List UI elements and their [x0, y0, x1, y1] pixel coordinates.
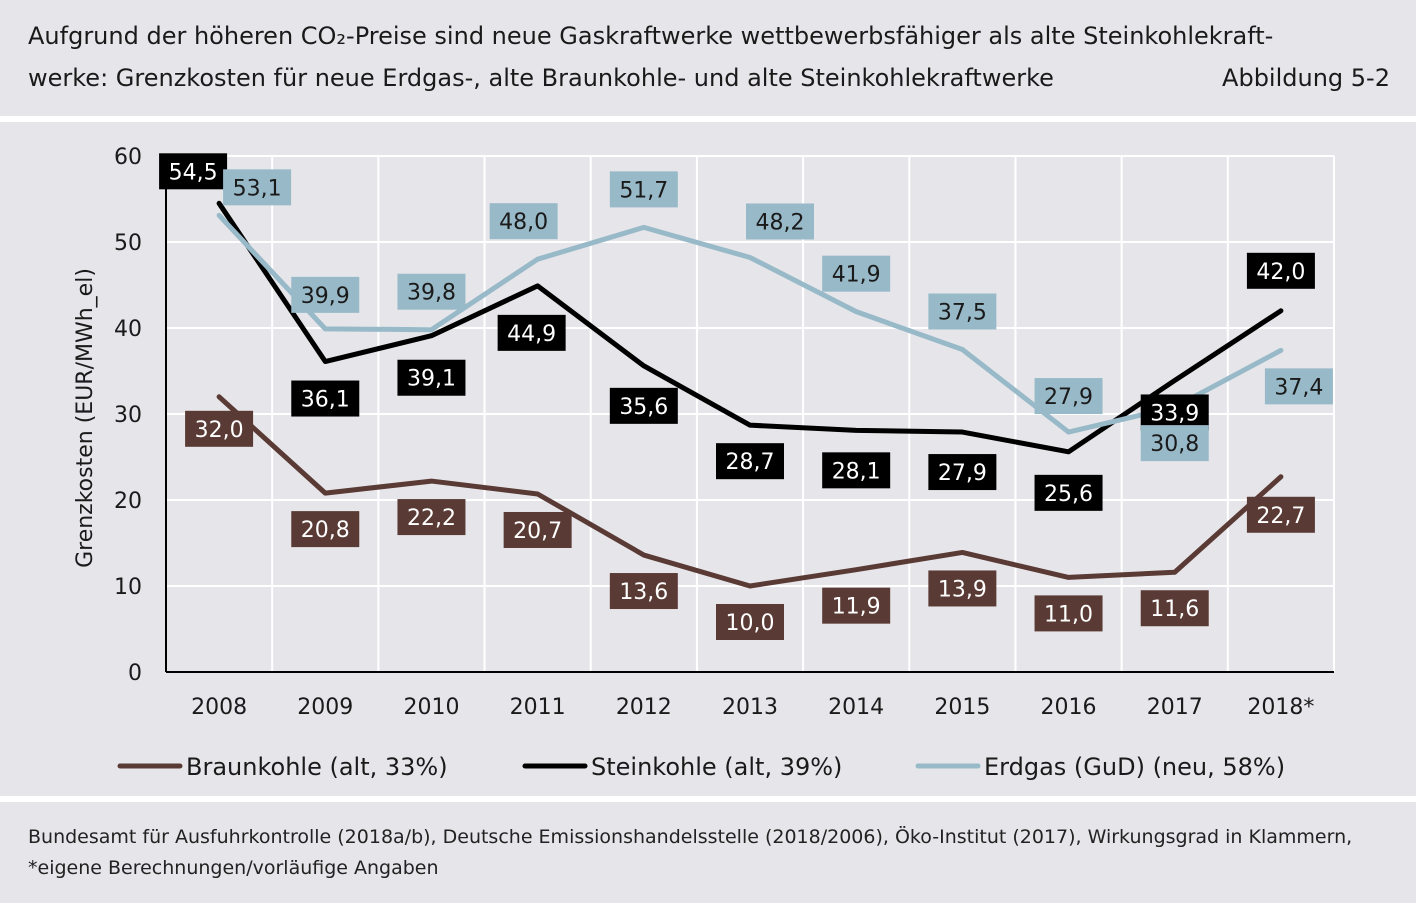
data-label-box: [291, 511, 360, 548]
data-label-box: [609, 387, 678, 424]
data-label: 11,0: [1044, 602, 1093, 627]
data-label-box: [822, 587, 891, 624]
legend-label: Steinkohle (alt, 39%): [591, 753, 842, 781]
data-label: 51,7: [619, 178, 668, 203]
data-label-box: [716, 443, 784, 480]
data-label: 39,9: [301, 284, 350, 309]
data-label-box: [291, 276, 360, 313]
y-tick-label: 10: [114, 575, 142, 600]
data-label-box: [503, 511, 572, 548]
data-label: 48,0: [499, 210, 548, 235]
data-label: 48,2: [756, 210, 805, 235]
data-label: 36,1: [301, 388, 350, 413]
data-label: 37,5: [938, 301, 987, 326]
y-tick-label: 60: [114, 145, 142, 170]
data-label-box: [1246, 252, 1315, 289]
data-label: 27,9: [1044, 385, 1093, 410]
x-tick-label: 2011: [510, 695, 566, 720]
data-label: 11,6: [1150, 597, 1199, 622]
data-label-box: [497, 314, 566, 351]
title-line-2: werke: Grenzkosten für neue Erdgas-, alt…: [28, 64, 1054, 92]
x-tick-label: 2016: [1041, 695, 1097, 720]
y-tick-label: 30: [114, 403, 142, 428]
data-label-box: [746, 203, 814, 240]
title-line-1: Aufgrund der höheren CO₂-Preise sind neu…: [28, 22, 1274, 50]
data-label: 32,0: [195, 418, 244, 443]
data-label-box: [397, 359, 466, 396]
data-label-box: [159, 153, 228, 190]
x-tick-label: 2015: [934, 695, 990, 720]
data-label-box: [1034, 474, 1103, 511]
data-label-box: [1140, 394, 1209, 431]
data-label: 41,9: [832, 263, 881, 288]
data-label-box: [822, 452, 891, 489]
data-label-box: [1034, 378, 1103, 415]
x-tick-label: 2017: [1147, 695, 1203, 720]
y-axis-title: Grenzkosten (EUR/MWh_el): [73, 268, 98, 568]
data-label: 39,8: [407, 281, 456, 306]
x-tick-label: 2018*: [1247, 695, 1314, 720]
header-band: [0, 0, 1416, 116]
data-label-box: [716, 604, 784, 640]
y-tick-label: 0: [128, 661, 142, 686]
x-tick-label: 2014: [828, 695, 884, 720]
source-line-2: *eigene Berechnungen/vorläufige Angaben: [28, 857, 439, 879]
data-label: 53,1: [233, 176, 282, 201]
data-label: 20,7: [513, 519, 562, 544]
data-label-box: [489, 203, 558, 240]
x-tick-label: 2009: [297, 695, 353, 720]
data-label-box: [185, 410, 254, 447]
data-label-box: [822, 255, 891, 292]
legend-label: Braunkohle (alt, 33%): [186, 753, 448, 781]
data-label-box: [609, 573, 678, 610]
y-tick-label: 50: [114, 231, 142, 256]
data-label: 44,9: [507, 322, 556, 347]
data-label: 13,9: [938, 577, 987, 602]
data-label: 30,8: [1150, 432, 1199, 457]
data-label: 13,6: [619, 580, 668, 605]
data-label: 42,0: [1256, 260, 1305, 285]
source-line-1: Bundesamt für Ausfuhrkontrolle (2018a/b)…: [28, 826, 1353, 848]
data-label: 37,4: [1274, 375, 1323, 400]
data-label: 39,1: [407, 367, 456, 392]
data-label-box: [397, 273, 466, 310]
series-line-2: [216, 212, 1284, 435]
data-label: 22,7: [1256, 504, 1305, 529]
legend-label: Erdgas (GuD) (neu, 58%): [984, 753, 1285, 781]
data-label: 10,0: [726, 611, 775, 636]
x-tick-label: 2010: [403, 695, 459, 720]
data-label-box: [928, 454, 997, 491]
y-tick-label: 20: [114, 489, 142, 514]
data-label: 22,2: [407, 506, 456, 531]
data-label-box: [291, 380, 360, 417]
data-label-box: [1034, 595, 1103, 632]
figure-label: Abbildung 5-2: [1222, 64, 1390, 92]
line-chart: 0 10 20 30 40 50 60 2008 2009 2010 2011 2012 2013 201…: [73, 145, 1335, 781]
data-label-box: [1140, 425, 1209, 462]
data-label-box: [1246, 496, 1315, 533]
data-label-box: [1264, 368, 1333, 405]
data-label: 28,1: [832, 459, 881, 484]
data-label: 11,9: [832, 595, 881, 620]
data-label: 27,9: [938, 461, 987, 486]
data-label: 25,6: [1044, 482, 1093, 507]
data-label-box: [928, 293, 997, 330]
data-label: 28,7: [726, 450, 775, 475]
data-label: 54,5: [169, 160, 218, 185]
y-tick-label: 40: [114, 317, 142, 342]
data-label: 33,9: [1150, 401, 1199, 426]
series-line-0: [216, 394, 1284, 589]
footer-band: [0, 802, 1416, 903]
series-line-1: [216, 200, 1284, 455]
data-label-box: [1140, 590, 1209, 627]
data-label: 20,8: [301, 518, 350, 543]
x-tick-label: 2013: [722, 695, 778, 720]
data-label: 35,6: [619, 395, 668, 420]
data-label-box: [609, 171, 678, 208]
x-tick-label: 2012: [616, 695, 672, 720]
x-tick-label: 2008: [191, 695, 247, 720]
data-label-box: [223, 169, 292, 206]
data-label-box: [928, 570, 997, 607]
data-label-box: [397, 499, 466, 536]
